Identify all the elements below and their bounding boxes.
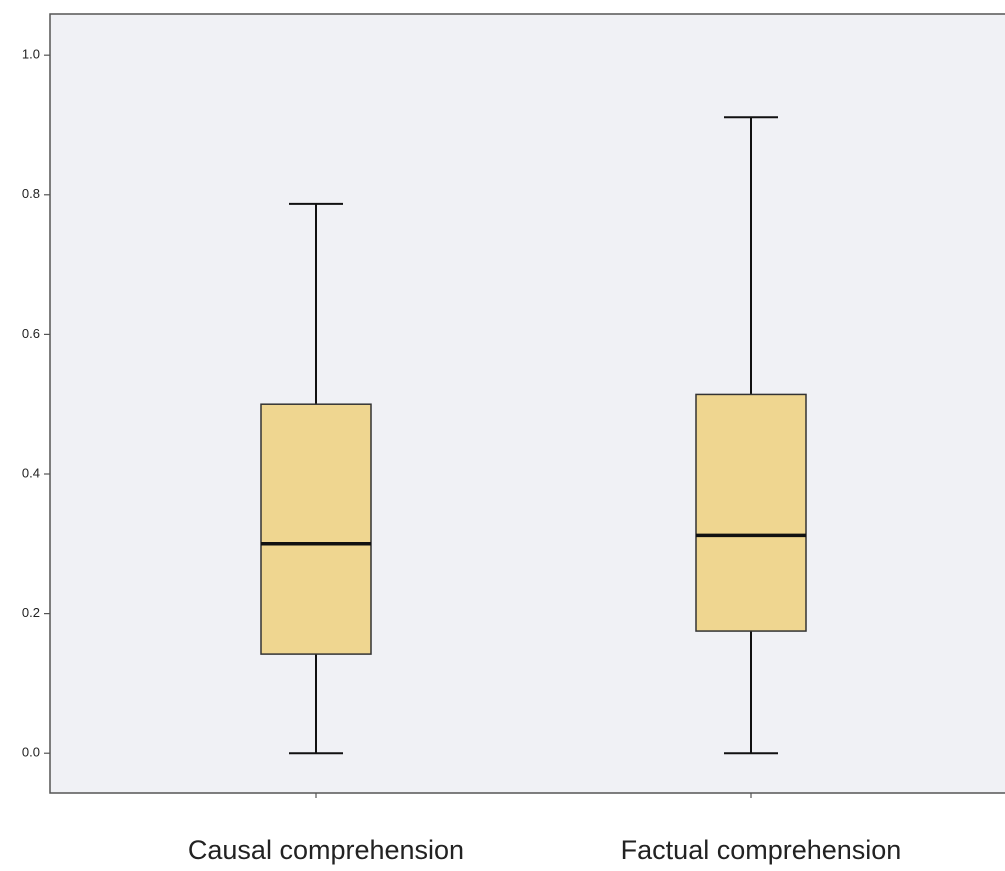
y-tick-label: 0.4	[22, 465, 40, 480]
y-tick-label: 0.0	[22, 745, 40, 760]
y-tick-label: 0.8	[22, 186, 40, 201]
y-tick-label: 0.6	[22, 326, 40, 341]
x-tick-label: Factual comprehension	[621, 835, 902, 865]
box	[695, 393, 807, 632]
y-tick-label: 0.2	[22, 605, 40, 620]
box	[260, 403, 372, 655]
x-tick-label: Causal comprehension	[188, 835, 464, 865]
plot-area	[49, 13, 1005, 794]
y-tick-label: 1.0	[22, 47, 40, 62]
